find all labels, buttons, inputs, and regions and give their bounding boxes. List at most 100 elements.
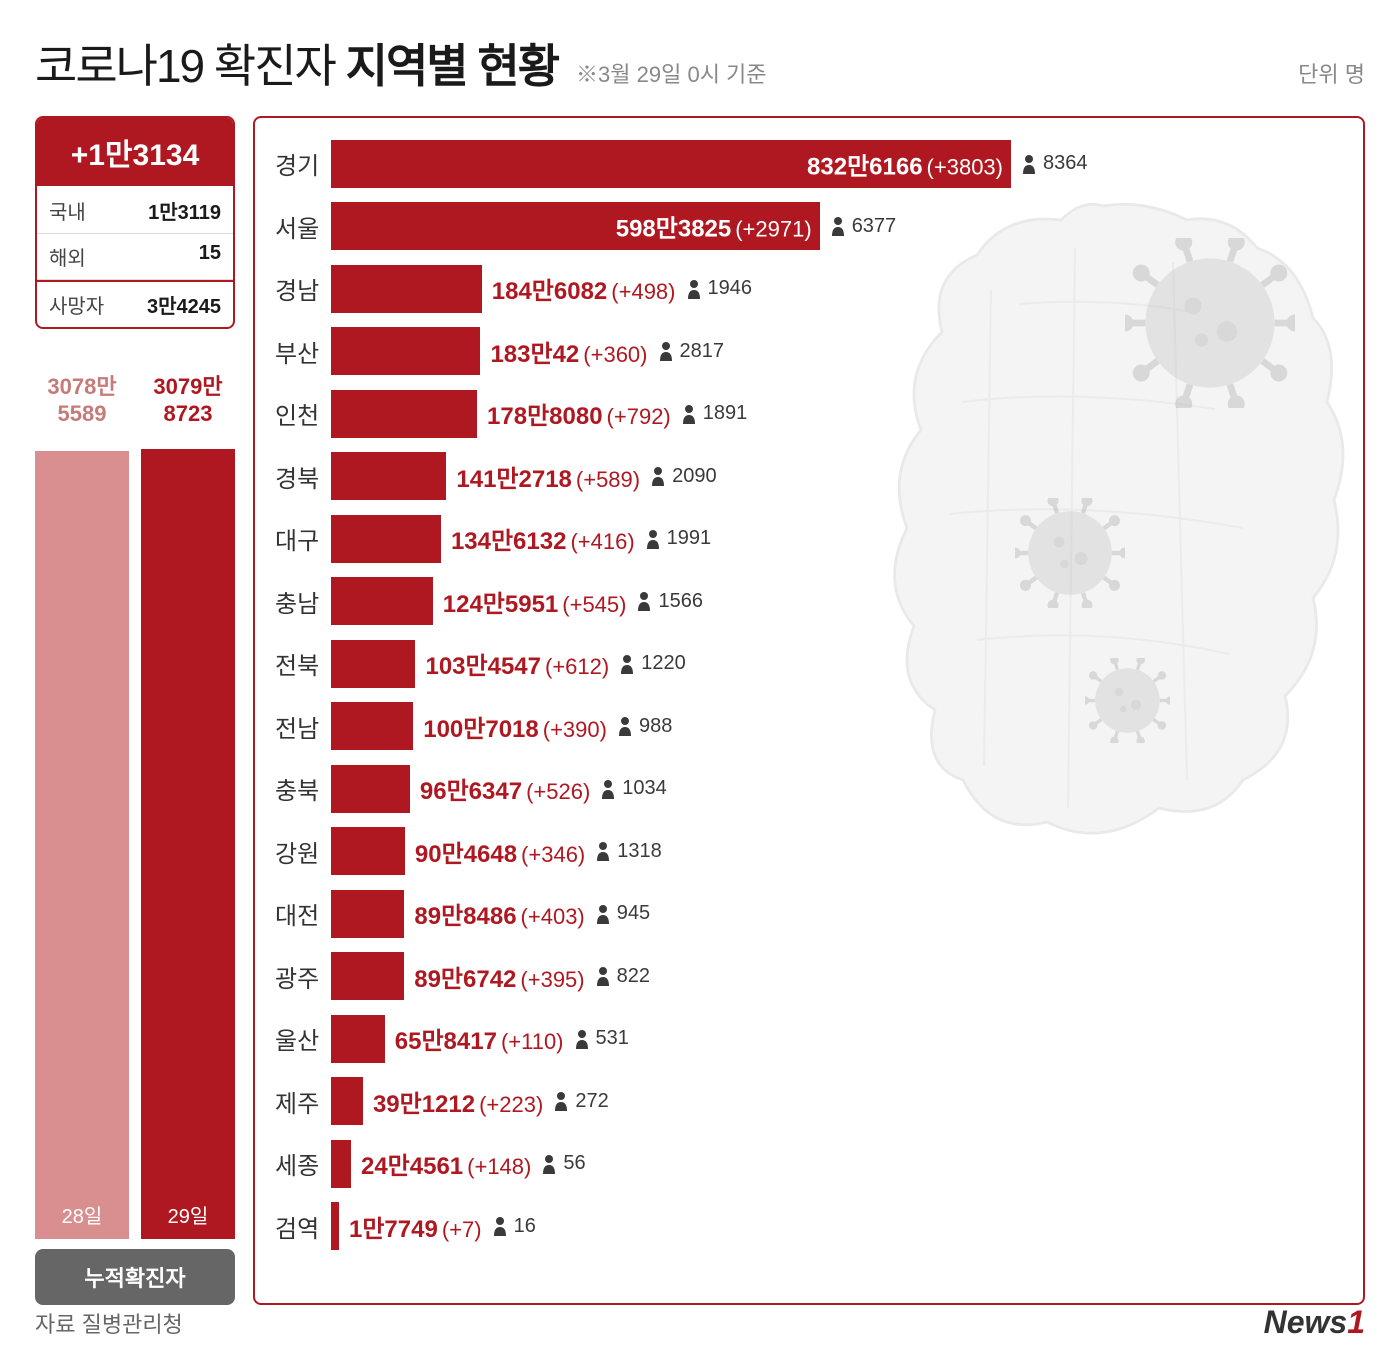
summary-label: 사망자 <box>49 290 104 319</box>
bar-wrap: 89만6742(+395) 822 <box>331 952 1343 1000</box>
cumulative-bar: 3078만558928일 <box>35 369 129 1239</box>
deaths-group: 8364 <box>1021 152 1088 175</box>
deaths-group: 16 <box>492 1215 536 1238</box>
cumulative-bar-day: 29일 <box>141 1200 235 1229</box>
bar-value-outside: 134만6132(+416) <box>451 521 635 556</box>
deaths-group: 272 <box>553 1090 608 1113</box>
person-icon <box>681 404 697 424</box>
person-icon <box>645 529 661 549</box>
region-row: 경북141만2718(+589)2090 <box>275 449 1343 504</box>
cumulative-label: 누적확진자 <box>35 1249 235 1305</box>
region-bar <box>331 577 433 625</box>
deaths-value: 1991 <box>667 527 712 550</box>
bar-wrap: 39만1212(+223)272 <box>331 1077 1343 1125</box>
deaths-group: 1566 <box>636 590 703 613</box>
deaths-value: 2817 <box>680 340 725 363</box>
region-name: 서울 <box>275 209 331 244</box>
deaths-value: 1566 <box>658 590 703 613</box>
deaths-value: 272 <box>575 1090 608 1113</box>
region-row: 세종24만4561(+148)56 <box>275 1136 1343 1191</box>
deaths-group: 1991 <box>645 527 712 550</box>
person-icon <box>595 841 611 861</box>
person-icon <box>574 1029 590 1049</box>
deaths-value: 56 <box>563 1152 585 1175</box>
bar-value-outside: 1만7749(+7) <box>349 1209 482 1244</box>
region-row: 울산65만8417(+110)531 <box>275 1011 1343 1066</box>
title-bold: 지역별 현황 <box>346 40 558 92</box>
region-row: 경남 184만6082(+498) 1946 <box>275 261 1343 316</box>
region-row: 광주 89만6742(+395) 822 <box>275 949 1343 1004</box>
deaths-value: 988 <box>639 715 672 738</box>
person-icon <box>553 1091 569 1111</box>
deaths-value: 2090 <box>672 465 717 488</box>
region-name: 세종 <box>275 1146 331 1181</box>
cumulative-bar-value: 3079만8723 <box>153 369 222 427</box>
region-row: 충남 124만5951(+545) 1566 <box>275 574 1343 629</box>
region-row: 서울 598만3825(+2971) 6377 <box>275 199 1343 254</box>
title-light: 코로나19 확진자 <box>35 40 335 92</box>
deaths-group: 531 <box>574 1027 629 1050</box>
deaths-group: 822 <box>595 965 650 988</box>
deaths-group: 56 <box>541 1152 585 1175</box>
bar-value-outside: 90만4648(+346) <box>415 834 585 869</box>
region-row: 검역 1만7749(+7) 16 <box>275 1199 1343 1254</box>
region-name: 검역 <box>275 1209 331 1244</box>
bar-value-outside: 141만2718(+589) <box>456 459 640 494</box>
deaths-group: 1318 <box>595 840 662 863</box>
source-label: 자료 질병관리청 <box>35 1307 183 1339</box>
cumulative-bar: 3079만8723 29일 <box>141 369 235 1239</box>
bar-value-outside: 89만6742(+395) <box>414 959 584 994</box>
person-icon <box>650 466 666 486</box>
deaths-value: 1220 <box>641 652 686 675</box>
summary-box: +1만3134 국내1만3119해외15사망자3만4245 <box>35 116 235 329</box>
unit-label: 단위 명 <box>1298 57 1365 89</box>
region-bar <box>331 515 441 563</box>
deaths-group: 1946 <box>686 277 753 300</box>
person-icon <box>617 716 633 736</box>
bar-wrap: 124만5951(+545) 1566 <box>331 577 1343 625</box>
bar-value-inside: 832만6166(+3803) <box>807 146 1003 181</box>
logo-number: 1 <box>1347 1304 1365 1340</box>
title-group: 코로나19 확진자 지역별 현황 ※3월 29일 0시 기준 <box>35 30 767 96</box>
region-row: 제주39만1212(+223)272 <box>275 1074 1343 1129</box>
region-name: 광주 <box>275 959 331 994</box>
person-icon <box>636 591 652 611</box>
bar-wrap: 184만6082(+498) 1946 <box>331 265 1343 313</box>
region-row: 경기832만6166(+3803)8364 <box>275 136 1343 191</box>
summary-row: 사망자3만4245 <box>37 280 233 327</box>
region-bar <box>331 265 482 313</box>
deaths-value: 1946 <box>708 277 753 300</box>
bar-value-outside: 178만8080(+792) <box>487 396 671 431</box>
summary-label: 해외 <box>49 242 86 271</box>
infographic-container: 코로나19 확진자 지역별 현황 ※3월 29일 0시 기준 단위 명 +1만3… <box>0 0 1400 1369</box>
left-column: +1만3134 국내1만3119해외15사망자3만4245 3078만55892… <box>35 116 235 1305</box>
region-name: 제주 <box>275 1084 331 1119</box>
region-bar <box>331 1202 339 1250</box>
region-bar <box>331 1015 385 1063</box>
region-name: 대구 <box>275 521 331 556</box>
region-name: 부산 <box>275 334 331 369</box>
bar-value-outside: 124만5951(+545) <box>443 584 627 619</box>
deaths-group: 1220 <box>619 652 686 675</box>
bar-value-inside: 598만3825(+2971) <box>616 209 812 244</box>
deaths-group: 1891 <box>681 402 748 425</box>
region-bar <box>331 890 404 938</box>
summary-value: 15 <box>199 242 221 271</box>
region-row: 충북96만6347(+526)1034 <box>275 761 1343 816</box>
region-bar <box>331 1140 351 1188</box>
region-name: 경남 <box>275 271 331 306</box>
region-bar <box>331 640 415 688</box>
region-row: 전북103만4547(+612)1220 <box>275 636 1343 691</box>
bar-value-outside: 184만6082(+498) <box>492 271 676 306</box>
deaths-value: 1891 <box>703 402 748 425</box>
region-row: 부산183만42(+360)2817 <box>275 324 1343 379</box>
deaths-group: 6377 <box>830 215 897 238</box>
person-icon <box>600 779 616 799</box>
deaths-group: 1034 <box>600 777 667 800</box>
bar-wrap: 89만8486(+403)945 <box>331 890 1343 938</box>
region-name: 충남 <box>275 584 331 619</box>
chart-panel: 경기832만6166(+3803)8364서울598만3825(+2971)63… <box>253 116 1365 1305</box>
subtitle: ※3월 29일 0시 기준 <box>576 57 766 89</box>
region-bar <box>331 952 404 1000</box>
region-bar <box>331 327 480 375</box>
